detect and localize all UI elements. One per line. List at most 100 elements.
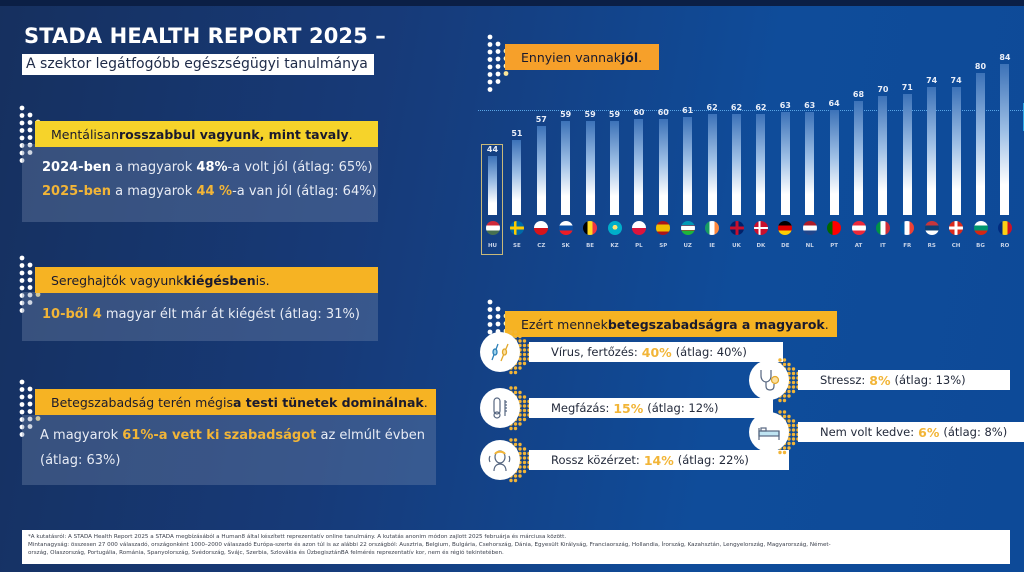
country-label: IE: [709, 243, 715, 249]
card-line-2024: 2024-ben a magyarok 48%-a volt jól (átla…: [42, 160, 373, 175]
country-label: SK: [561, 243, 570, 249]
label-end: is.: [255, 272, 270, 288]
bed-icon: [749, 412, 789, 452]
reason-label: Nem volt kedve:: [820, 425, 915, 439]
flag-icon-cz: [534, 221, 549, 235]
bar-at: [854, 100, 863, 215]
reason-label: Vírus, fertőzés:: [551, 345, 638, 359]
text: A magyarok: [40, 428, 123, 443]
bar-value-label: 57: [535, 114, 547, 124]
bar-value-label: 64: [828, 98, 840, 108]
flag-icon-kz: [607, 221, 622, 235]
label-text: Ennyien vannak: [521, 49, 621, 65]
burnout-ratio: 10-ből 4: [42, 307, 102, 322]
reasons-title-bar: Ezért mennek betegszabadságra a magyarok…: [505, 311, 837, 337]
bar-de: [780, 112, 790, 215]
reason-label: Megfázás:: [551, 401, 610, 415]
country-label: NL: [805, 243, 814, 249]
pct-2024: 48%: [196, 160, 228, 175]
total-badge: Total64 %: [1022, 102, 1024, 131]
reason-label: Stressz:: [820, 373, 866, 387]
country-label: SP: [659, 243, 668, 249]
text: az elmúlt évben: [316, 428, 425, 443]
country-label: SE: [513, 243, 521, 249]
reason-avg: (átlag: 40%): [675, 345, 747, 359]
country-label: BG: [976, 243, 985, 249]
country-label: KZ: [610, 243, 619, 249]
country-label: BE: [586, 243, 595, 249]
reason-item: Rossz közérzet: 14% (átlag: 22%): [529, 450, 789, 470]
bar-sk: [561, 121, 571, 215]
thermometer-icon: [480, 388, 520, 428]
flag-icon-be: [583, 221, 598, 235]
bar-cz: [536, 125, 546, 215]
sick-leave-pct: 61%-a vett ki szabadságot: [122, 428, 317, 443]
bar-value-label: 74: [950, 75, 962, 85]
card-line-sick-leave: A magyarok 61%-a vett ki szabadságot az …: [40, 428, 425, 443]
flag-icon-pt: [827, 221, 842, 235]
bar-rs: [927, 86, 937, 215]
average-reference-line: [478, 109, 1024, 111]
flag-icon-nl: [802, 221, 817, 235]
reason-avg: (átlag: 22%): [677, 453, 749, 467]
top-strip: [0, 0, 1024, 6]
wellbeing-bar-chart: Total64 % 44 HU 51 SE 57 CZ 59 SK 59 BE 59 KZ 60 PL 60 S…: [478, 53, 1024, 260]
bar-bg: [976, 73, 985, 215]
label-bold: rosszabbul vagyunk, mint tavaly: [119, 126, 349, 142]
reason-avg: (átlag: 13%): [894, 373, 966, 387]
flag-icon-fr: [900, 221, 915, 235]
country-label: UZ: [683, 243, 692, 249]
card-label-mental: Mentálisan rosszabbul vagyunk, mint tava…: [35, 121, 378, 147]
reason-pct: 6%: [918, 424, 940, 440]
footnote-line: *A kutatásról: A STADA Health Report 202…: [28, 534, 567, 540]
bar-be: [585, 121, 595, 215]
bar-value-label: 60: [657, 108, 669, 117]
country-label: PL: [635, 243, 643, 249]
highlight-frame-hu: [481, 143, 503, 255]
bar-value-label: 70: [877, 85, 889, 94]
text: a magyarok: [110, 184, 197, 199]
label-end: .: [824, 316, 829, 332]
reason-label: Rossz közérzet:: [551, 453, 640, 467]
flag-icon-ch: [949, 221, 964, 235]
reason-pct: 40%: [641, 344, 672, 360]
country-label: AT: [854, 243, 863, 249]
bar-uz: [683, 116, 693, 215]
bar-value-label: 59: [560, 110, 572, 120]
flag-icon-uk: [729, 221, 744, 235]
country-label: DE: [781, 243, 790, 249]
flag-icon-ro: [997, 221, 1012, 235]
card-sick-leave: A magyarok 61%-a vett ki szabadságot az …: [22, 415, 436, 485]
bar-ro: [1000, 63, 1010, 215]
label-bold: a testi tünetek dominálnak: [232, 394, 424, 410]
bar-ie: [707, 114, 717, 215]
label-bold: jól: [621, 49, 639, 65]
label-text: Sereghajtók vagyunk: [51, 272, 184, 288]
country-label: HU: [487, 243, 498, 249]
label-text: Ezért mennek: [521, 316, 608, 332]
flag-icon-de: [778, 221, 793, 235]
flag-icon-at: [851, 221, 866, 235]
bar-pl: [634, 119, 644, 215]
bar-nl: [805, 112, 815, 215]
card-mental-health: 2024-ben a magyarok 48%-a volt jól (átla…: [22, 144, 378, 222]
reason-avg: (átlag: 8%): [943, 425, 1008, 439]
card-line-burnout: 10-ből 4 magyar élt már át kiégést (átla…: [42, 307, 360, 322]
bar-uk: [732, 114, 741, 215]
reason-item: Stressz: 8% (átlag: 13%): [798, 370, 1010, 390]
bar-ch: [951, 86, 961, 215]
bar-value-label: 62: [706, 103, 718, 113]
label-text: Mentálisan: [51, 126, 119, 142]
country-label: UK: [732, 243, 741, 249]
bar-value-label: 63: [779, 101, 791, 111]
reason-pct: 14%: [643, 452, 674, 468]
footnote-line: ország, Olaszország, Portugália, Románia…: [28, 550, 504, 556]
chart-title-bar: Ennyien vannak jól.: [505, 44, 659, 70]
reason-item: Nem volt kedve: 6% (átlag: 8%): [798, 422, 1024, 442]
flag-icon-it: [875, 221, 890, 235]
label-bold: kiégésben: [183, 272, 256, 288]
flag-icon-ie: [705, 221, 720, 235]
label-end: .: [423, 394, 428, 410]
stethoscope-icon: [749, 360, 789, 400]
bar-hu: [488, 155, 497, 215]
